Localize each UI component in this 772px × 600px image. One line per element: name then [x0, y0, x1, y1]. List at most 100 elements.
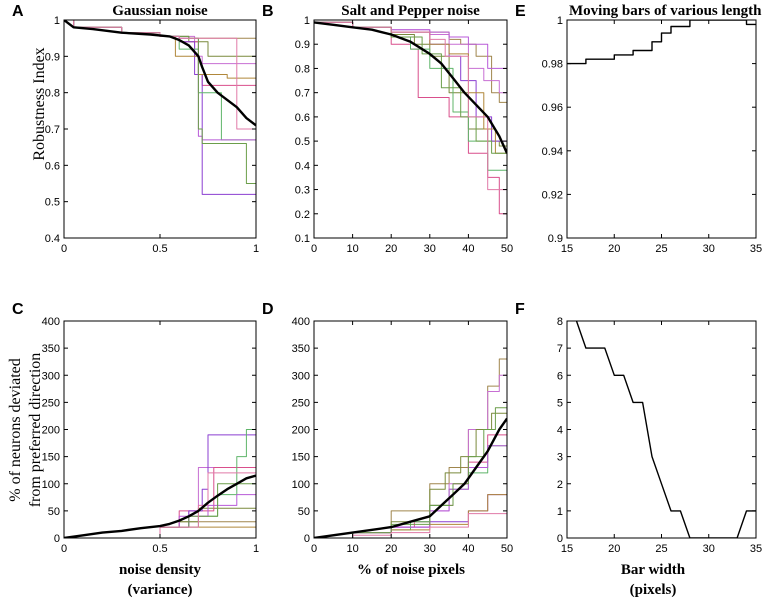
panel-letter-C: C	[12, 301, 24, 318]
series-A-sim6	[64, 20, 256, 184]
panel-letter-D: D	[262, 301, 274, 318]
xtick-label-B: 30	[424, 243, 436, 255]
labels-layer: Robustness Index % of neurons deviated f…	[7, 47, 686, 598]
ytick-label-E: 0.9	[548, 233, 563, 245]
series-A-sim9	[64, 20, 256, 206]
xtick-label-E: 25	[655, 243, 667, 255]
ytick-label-F: 6	[557, 370, 563, 382]
series-C-sim5	[64, 434, 256, 538]
xtick-label-C: 1	[253, 543, 259, 555]
xtick-label-B: 40	[462, 243, 474, 255]
xtick-label-A: 1	[253, 243, 259, 255]
xlabel-noise-density-line1: noise density	[119, 562, 202, 578]
xtick-label-E: 20	[608, 243, 620, 255]
ytick-label-E: 0.98	[542, 59, 563, 71]
ytick-label-B: 0.8	[295, 63, 310, 75]
xtick-label-F: 30	[703, 543, 715, 555]
series-A-sim2	[64, 20, 256, 65]
xtick-label-D: 20	[385, 543, 397, 555]
series-B-sim4	[314, 21, 507, 234]
ytick-label-A: 0.5	[45, 197, 60, 209]
ytick-label-C: 0	[54, 533, 60, 545]
xtick-label-B: 50	[501, 243, 513, 255]
ytick-label-D: 150	[292, 452, 310, 464]
ytick-label-B: 0.1	[295, 233, 310, 245]
ytick-label-D: 200	[292, 425, 310, 437]
panel-letter-A: A	[12, 3, 24, 20]
series-D-sim2	[314, 369, 507, 538]
ytick-label-E: 0.92	[542, 189, 563, 201]
xtick-label-F: 15	[561, 543, 573, 555]
ytick-label-F: 0	[557, 533, 563, 545]
ytick-label-A: 0.9	[45, 51, 60, 63]
panel-letter-B: B	[262, 3, 274, 20]
panel-D: 0 10 20 30 40 50 0 50 100 150 200 250 300 350 400 D	[262, 301, 513, 555]
ytick-label-D: 0	[304, 533, 310, 545]
panel-C: 0 0.5 1 0 50 100 150 200 250 300 350 400 C	[12, 301, 259, 555]
ytick-label-B: 0.4	[295, 160, 310, 172]
ytick-label-C: 150	[42, 452, 60, 464]
xtick-label-B: 0	[311, 243, 317, 255]
ytick-label-D: 400	[292, 316, 310, 328]
series-B-sim10	[314, 21, 507, 214]
series-C-mean	[64, 474, 256, 538]
xtick-label-D: 0	[311, 543, 317, 555]
ylabel-robustness-index: Robustness Index	[31, 47, 48, 160]
ytick-label-B: 0.3	[295, 185, 310, 197]
ylabel-neurons-deviated-line1: % of neurons deviated	[7, 358, 24, 502]
ytick-label-C: 400	[42, 316, 60, 328]
xtick-label-E: 15	[561, 243, 573, 255]
series-F-deviated	[575, 321, 756, 538]
series-C-sim10	[64, 470, 256, 538]
series-D-sim3	[314, 399, 507, 538]
series-B-mean	[314, 21, 507, 154]
ytick-label-C: 300	[42, 370, 60, 382]
xlabel-bar-width-line1: Bar width	[621, 562, 686, 578]
panel-title-E: Moving bars of various length	[569, 3, 762, 19]
series-D-sim9	[314, 402, 507, 538]
series-B-sim2	[314, 21, 507, 94]
xtick-label-D: 50	[501, 543, 513, 555]
series-D-sim6	[314, 440, 507, 538]
ytick-label-F: 4	[557, 425, 563, 437]
xtick-label-E: 35	[750, 243, 762, 255]
ytick-label-A: 0.6	[45, 160, 60, 172]
xtick-label-D: 30	[424, 543, 436, 555]
xtick-label-C: 0	[61, 543, 67, 555]
xtick-label-D: 40	[462, 543, 474, 555]
ytick-label-A: 0.7	[45, 124, 60, 136]
ylabel-neurons-deviated-line2: from preferred direction	[27, 353, 44, 508]
ytick-label-C: 200	[42, 425, 60, 437]
ytick-label-B: 0.6	[295, 112, 310, 124]
ytick-label-D: 100	[292, 479, 310, 491]
series-D-mean	[314, 417, 507, 538]
axes-box-A	[63, 19, 257, 239]
xlabel-noise-pixels: % of noise pixels	[357, 562, 465, 578]
xtick-label-F: 20	[608, 543, 620, 555]
ytick-label-B: 1	[304, 15, 310, 27]
series-E-robustness	[567, 20, 756, 65]
ytick-label-E: 0.94	[542, 146, 563, 158]
panel-title-A: Gaussian noise	[112, 3, 208, 19]
ytick-label-A: 0.8	[45, 88, 60, 100]
panel-title-B: Salt and Pepper noise	[341, 3, 480, 19]
ytick-label-F: 5	[557, 397, 563, 409]
xtick-label-D: 10	[346, 543, 358, 555]
ytick-label-F: 3	[557, 452, 563, 464]
ytick-label-D: 250	[292, 397, 310, 409]
xtick-label-B: 20	[385, 243, 397, 255]
series-B-sim6	[314, 21, 507, 175]
ytick-label-B: 0.2	[295, 209, 310, 221]
ytick-label-D: 50	[298, 506, 310, 518]
xtick-label-F: 25	[655, 543, 667, 555]
ytick-label-C: 50	[48, 506, 60, 518]
ytick-label-D: 300	[292, 370, 310, 382]
ytick-label-E: 1	[557, 15, 563, 27]
ytick-label-A: 0.4	[45, 233, 60, 245]
ytick-label-F: 8	[557, 316, 563, 328]
ytick-label-C: 350	[42, 343, 60, 355]
panel-E: 15 20 25 30 35 0.9 0.92 0.94 0.96 0.98 1 Moving bar…	[515, 3, 762, 255]
xtick-label-A: 0.5	[152, 243, 167, 255]
ytick-label-F: 2	[557, 479, 563, 491]
